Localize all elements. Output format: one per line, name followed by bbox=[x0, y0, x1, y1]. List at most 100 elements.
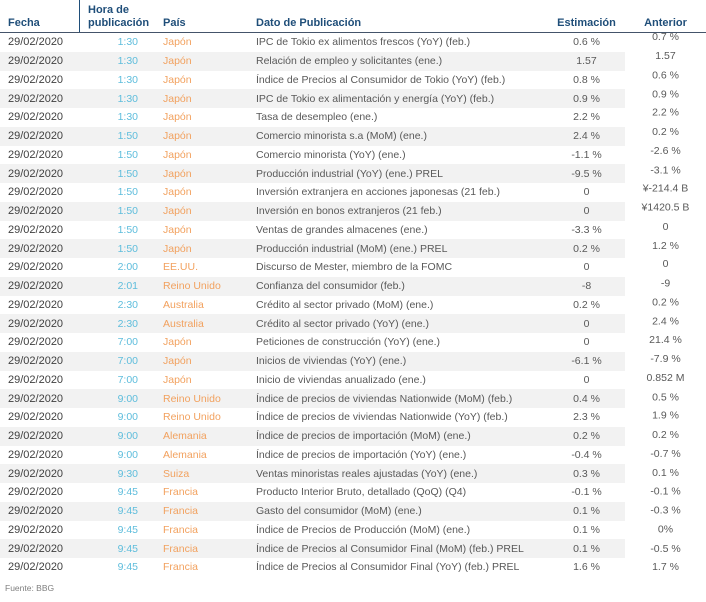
cell-dato: Ventas minoristas reales ajustadas (YoY)… bbox=[256, 467, 478, 480]
cell-anterior: -9 bbox=[660, 277, 671, 290]
table-row: 29/02/2020 1:50 Japón Producción industrial… bbox=[0, 239, 706, 258]
table-row: 29/02/2020 7:00 Japón Inicios de viviendas … bbox=[0, 351, 706, 371]
cell-anterior: ¥1420.5 B bbox=[641, 201, 690, 214]
cell-hora: 1:50 bbox=[117, 186, 138, 199]
cell-fecha: 29/02/2020 bbox=[8, 448, 64, 461]
cell-fecha: 29/02/2020 bbox=[8, 317, 64, 330]
cell-hora: 1:30 bbox=[117, 111, 138, 124]
cell-estimacion: 0 bbox=[583, 317, 590, 330]
table-row: 29/02/2020 9:00 Reino Unido Índice de preci… bbox=[0, 389, 706, 408]
cell-dato: Producción industrial (MoM) (ene.) PREL bbox=[256, 242, 448, 255]
cell-hora: 1:30 bbox=[117, 36, 138, 49]
cell-anterior: 0.6 % bbox=[652, 69, 679, 82]
cell-pais: Japón bbox=[163, 111, 192, 124]
cell-fecha: 29/02/2020 bbox=[8, 111, 64, 124]
cell-fecha: 29/02/2020 bbox=[8, 355, 64, 368]
cell-pais: Suiza bbox=[163, 467, 190, 480]
table-row: 29/02/2020 1:50 Japón Comercio minorista (Y… bbox=[0, 144, 706, 165]
cell-estimacion: 0.9 % bbox=[573, 92, 600, 105]
cell-pais: Japón bbox=[163, 336, 192, 349]
cell-hora: 9:45 bbox=[117, 561, 138, 574]
cell-anterior: 2.2 % bbox=[652, 107, 679, 120]
cell-hora: 9:45 bbox=[117, 505, 138, 518]
column-header-dato: Dato de Publicación bbox=[256, 16, 362, 29]
cell-dato: Confianza del consumidor (feb.) bbox=[256, 280, 405, 293]
cell-fecha: 29/02/2020 bbox=[8, 561, 64, 574]
cell-estimacion: 0.1 % bbox=[573, 505, 600, 518]
cell-anterior: 0 bbox=[662, 220, 669, 233]
cell-dato: IPC de Tokio ex alimentos frescos (YoY) … bbox=[256, 36, 471, 49]
cell-anterior: 0% bbox=[657, 523, 674, 536]
table-row: 29/02/2020 1:50 Japón Producción industrial… bbox=[0, 164, 706, 183]
cell-pais: Alemania bbox=[163, 448, 207, 461]
cell-anterior: 1.57 bbox=[655, 50, 676, 63]
cell-fecha: 29/02/2020 bbox=[8, 223, 64, 236]
cell-estimacion: 0.6 % bbox=[573, 36, 600, 49]
cell-pais: Francia bbox=[163, 505, 199, 518]
cell-dato: Producción industrial (YoY) (ene.) PREL bbox=[256, 167, 443, 180]
cell-dato: Tasa de desempleo (ene.) bbox=[256, 111, 378, 124]
cell-estimacion: 0.4 % bbox=[573, 392, 600, 405]
cell-fecha: 29/02/2020 bbox=[8, 336, 64, 349]
cell-estimacion: -3.3 % bbox=[571, 223, 602, 236]
cell-hora: 9:45 bbox=[117, 523, 138, 536]
cell-anterior: -0.7 % bbox=[650, 447, 681, 460]
table-row: 29/02/2020 9:00 Reino Unido Índice de preci… bbox=[0, 408, 706, 427]
cell-dato: Inicio de viviendas anualizado (ene.) bbox=[256, 373, 426, 386]
cell-anterior: 0.5 % bbox=[652, 391, 679, 404]
cell-hora: 1:50 bbox=[117, 242, 138, 255]
cell-pais: Francia bbox=[163, 523, 199, 536]
cell-hora: 2:01 bbox=[117, 280, 138, 293]
cell-hora: 7:00 bbox=[117, 336, 138, 349]
cell-hora: 7:00 bbox=[117, 355, 138, 368]
cell-pais: Alemania bbox=[163, 430, 207, 443]
cell-pais: Japón bbox=[163, 242, 192, 255]
cell-fecha: 29/02/2020 bbox=[8, 505, 64, 518]
cell-fecha: 29/02/2020 bbox=[8, 298, 64, 311]
cell-fecha: 29/02/2020 bbox=[8, 392, 64, 405]
table-row: 29/02/2020 1:50 Japón Comercio minorista s.… bbox=[0, 126, 706, 146]
cell-estimacion: -6.1 % bbox=[571, 355, 602, 368]
cell-dato: Relación de empleo y solicitantes (ene.) bbox=[256, 55, 443, 68]
cell-hora: 9:00 bbox=[117, 448, 138, 461]
cell-pais: Japón bbox=[163, 167, 192, 180]
table-row: 29/02/2020 7:00 Japón Inicio de viviendas a… bbox=[0, 371, 706, 390]
cell-fecha: 29/02/2020 bbox=[8, 130, 64, 143]
cell-pais: Japón bbox=[163, 223, 192, 236]
cell-estimacion: 0.2 % bbox=[573, 430, 600, 443]
table-row: 29/02/2020 1:30 Japón IPC de Tokio ex alime… bbox=[0, 88, 706, 108]
cell-dato: Comercio minorista s.a (MoM) (ene.) bbox=[256, 130, 427, 143]
cell-estimacion: -8 bbox=[581, 280, 592, 293]
economic-calendar-table: Fecha Hora de publicación País Dato de P… bbox=[0, 0, 706, 574]
cell-estimacion: 0 bbox=[583, 373, 590, 386]
cell-pais: Reino Unido bbox=[163, 392, 221, 405]
cell-estimacion: 0.1 % bbox=[573, 542, 600, 555]
cell-dato: Comercio minorista (YoY) (ene.) bbox=[256, 148, 406, 161]
cell-dato: Discurso de Mester, miembro de la FOMC bbox=[256, 261, 453, 274]
cell-hora: 2:00 bbox=[117, 261, 138, 274]
table-row: 29/02/2020 7:00 Japón Peticiones de constru… bbox=[0, 333, 706, 352]
cell-anterior: 0.9 % bbox=[652, 88, 679, 101]
cell-estimacion: 2.4 % bbox=[573, 130, 600, 143]
cell-hora: 7:00 bbox=[117, 373, 138, 386]
cell-hora: 9:00 bbox=[117, 411, 138, 424]
table-row: 29/02/2020 1:30 Japón Relación de empleo y … bbox=[0, 50, 706, 71]
cell-hora: 1:30 bbox=[117, 55, 138, 68]
table-row: 29/02/2020 9:45 Francia Índice de Precios a… bbox=[0, 539, 706, 558]
column-header-pais: País bbox=[163, 16, 186, 29]
cell-estimacion: 0 bbox=[583, 186, 590, 199]
cell-dato: Inicios de viviendas (YoY) (ene.) bbox=[256, 355, 407, 368]
cell-fecha: 29/02/2020 bbox=[8, 205, 64, 218]
table-row: 29/02/2020 2:00 EE.UU. Discurso de Mester, … bbox=[0, 258, 706, 277]
cell-pais: Japón bbox=[163, 186, 192, 199]
cell-pais: Australia bbox=[163, 317, 204, 330]
table-row: 29/02/2020 1:30 Japón IPC de Tokio ex alime… bbox=[0, 31, 706, 52]
cell-estimacion: 0.2 % bbox=[573, 298, 600, 311]
cell-estimacion: -9.5 % bbox=[571, 167, 602, 180]
cell-pais: Japón bbox=[163, 130, 192, 143]
cell-dato: Peticiones de construcción (YoY) (ene.) bbox=[256, 336, 441, 349]
cell-anterior: -2.6 % bbox=[650, 144, 681, 157]
cell-anterior: -3.1 % bbox=[650, 163, 681, 176]
cell-pais: Francia bbox=[163, 542, 199, 555]
table-row: 29/02/2020 1:30 Japón Tasa de desempleo (en… bbox=[0, 107, 706, 127]
